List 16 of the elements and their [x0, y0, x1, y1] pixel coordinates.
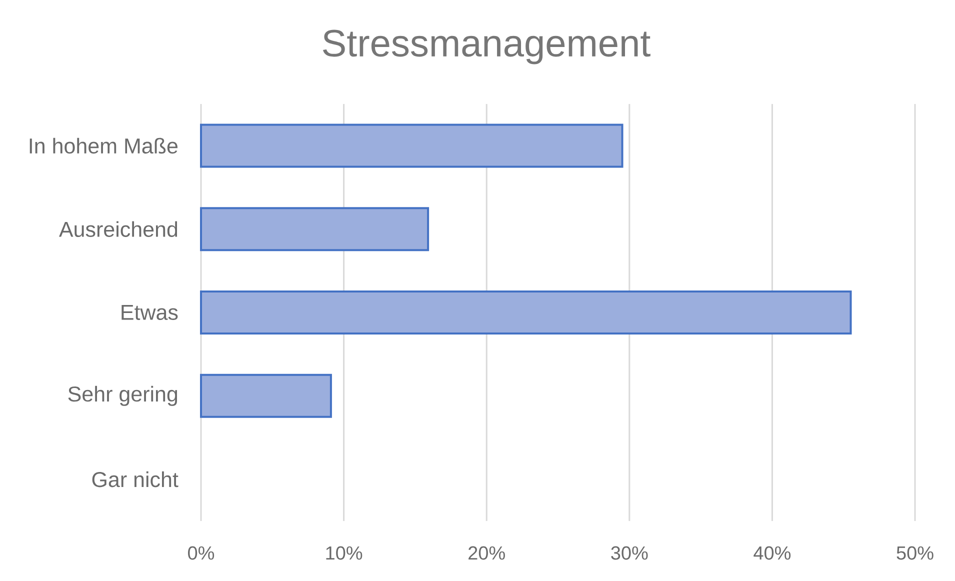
y-tick-label: Gar nicht — [92, 471, 178, 488]
bar — [200, 207, 430, 252]
x-tick-label: 10% — [326, 546, 362, 560]
y-tick-label: Sehr gering — [68, 386, 178, 406]
y-tick-label: Etwas — [122, 305, 178, 320]
x-tick-label: 0% — [188, 546, 214, 560]
x-tick-label: 40% — [754, 546, 791, 560]
bar — [200, 374, 332, 418]
y-tick-label: In hohem Maße — [30, 138, 178, 154]
bar — [200, 290, 852, 335]
chart-title: Stressmanagement — [322, 30, 650, 64]
x-tick-label: 20% — [468, 546, 505, 560]
bar — [200, 124, 624, 168]
y-tick-label: Ausreichend — [58, 221, 178, 237]
x-tick-label: 50% — [896, 546, 934, 560]
x-tick-label: 30% — [611, 546, 648, 560]
